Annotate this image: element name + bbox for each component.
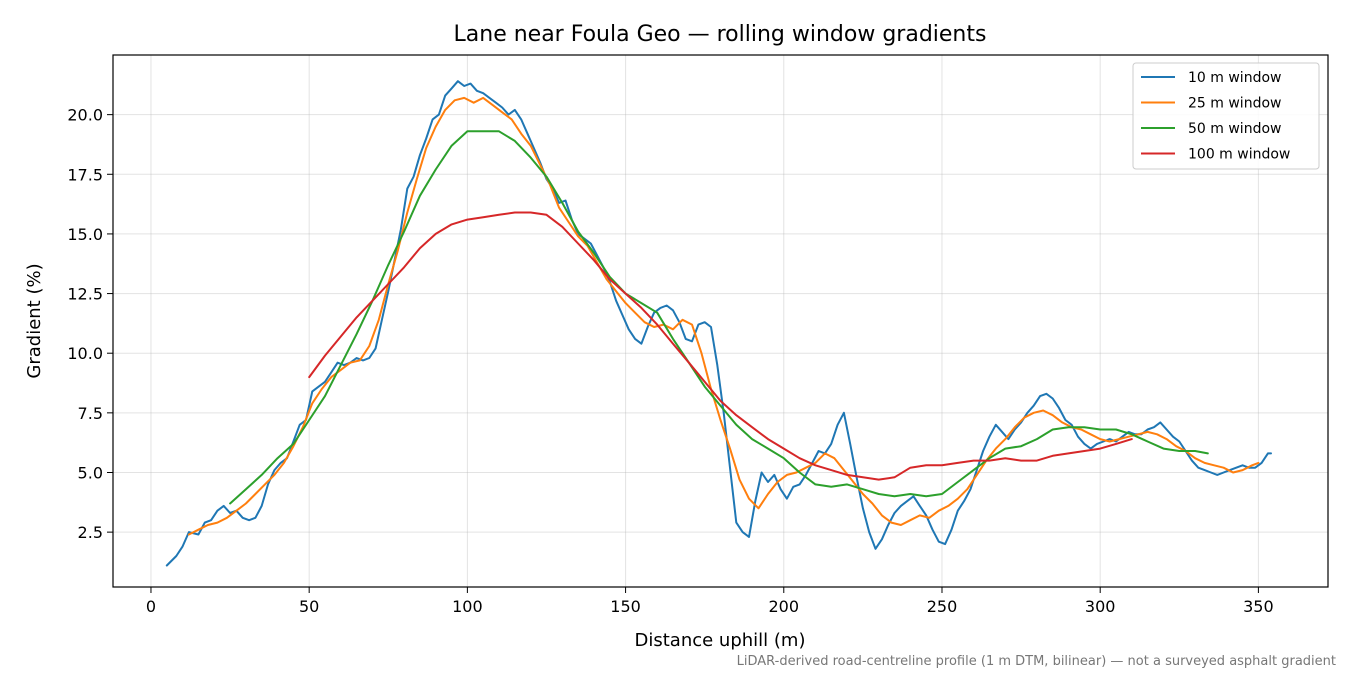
series-line-3 xyxy=(229,130,1209,505)
x-tick-label: 150 xyxy=(610,597,641,616)
x-tick-label: 300 xyxy=(1085,597,1116,616)
legend-entry: 25 m window xyxy=(1188,96,1281,112)
y-tick-label: 20.0 xyxy=(67,106,103,125)
footnote: LiDAR-derived road-centreline profile (1… xyxy=(737,654,1336,669)
y-tick-label: 15.0 xyxy=(67,225,103,244)
x-tick-label: 0 xyxy=(146,597,156,616)
x-axis-label: Distance uphill (m) xyxy=(635,630,806,651)
y-tick-label: 17.5 xyxy=(67,165,103,184)
y-tick-label: 5.0 xyxy=(78,463,103,482)
series-lines xyxy=(165,80,1272,567)
legend-entry: 100 m window xyxy=(1188,147,1290,163)
legend-entry: 50 m window xyxy=(1188,121,1281,137)
chart-title: Lane near Foula Geo — rolling window gra… xyxy=(454,22,987,47)
x-tick-label: 350 xyxy=(1243,597,1274,616)
x-tick-label: 250 xyxy=(927,597,958,616)
x-tick-label: 50 xyxy=(299,597,319,616)
series-line-1 xyxy=(165,80,1272,567)
legend-box xyxy=(1132,62,1320,170)
x-tick-label: 100 xyxy=(452,597,483,616)
y-axis-ticks: 2.5 5.0 7.5 10.0 12.5 15.0 17.5 20.0 xyxy=(67,106,113,542)
series-line-4 xyxy=(308,211,1133,481)
x-tick-label: 200 xyxy=(769,597,800,616)
legend: 10 m window 25 m window 50 m window 100 m w… xyxy=(1132,62,1320,170)
series-line-2 xyxy=(187,96,1260,536)
y-tick-label: 12.5 xyxy=(67,285,103,304)
x-axis-ticks: 0 50 100 150 200 250 300 350 xyxy=(146,587,1274,616)
plot-frame xyxy=(112,54,1329,588)
y-tick-label: 10.0 xyxy=(67,344,103,363)
y-axis-label: Gradient (%) xyxy=(24,263,45,378)
y-tick-label: 7.5 xyxy=(78,404,103,423)
legend-entry: 10 m window xyxy=(1188,70,1281,86)
y-tick-label: 2.5 xyxy=(78,523,103,542)
